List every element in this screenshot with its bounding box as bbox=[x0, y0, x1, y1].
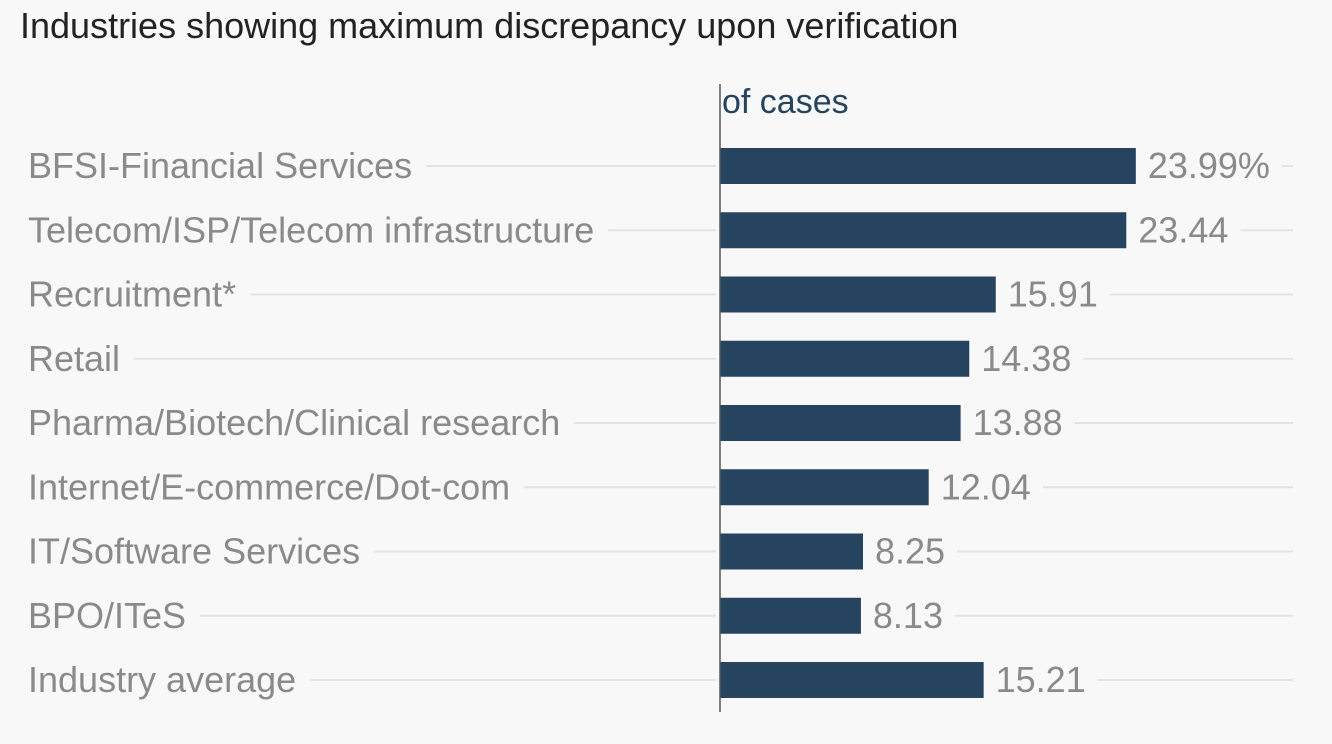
data-label: 15.21 bbox=[996, 659, 1086, 700]
data-label: 23.44 bbox=[1138, 209, 1228, 250]
category-label: Telecom/ISP/Telecom infrastructure bbox=[28, 209, 594, 250]
category-label: BPO/ITeS bbox=[28, 595, 186, 636]
bar-row: Telecom/ISP/Telecom infrastructure 23.44 bbox=[28, 209, 1293, 250]
bar-row: Pharma/Biotech/Clinical research 13.88 bbox=[28, 402, 1293, 443]
bar bbox=[720, 405, 961, 441]
chart-title: Industries showing maximum discrepancy u… bbox=[20, 5, 959, 46]
bar bbox=[720, 469, 929, 506]
bar bbox=[720, 212, 1127, 249]
category-label: Retail bbox=[28, 338, 120, 379]
category-label: Industry average bbox=[28, 659, 296, 700]
bar-row: IT/Software Services 8.25 bbox=[28, 531, 1293, 572]
bar bbox=[720, 597, 861, 634]
series-label: of cases bbox=[722, 83, 849, 121]
category-label: IT/Software Services bbox=[28, 531, 360, 572]
data-label: 8.13 bbox=[873, 595, 943, 636]
data-label: 8.25 bbox=[875, 531, 945, 572]
bar-row: BFSI-Financial Services 23.99% bbox=[28, 145, 1293, 186]
category-label: Internet/E-commerce/Dot-com bbox=[28, 466, 510, 507]
bar-row: BPO/ITeS 8.13 bbox=[28, 595, 1293, 636]
category-label: BFSI-Financial Services bbox=[28, 145, 412, 186]
bar bbox=[720, 662, 984, 698]
data-label: 23.99% bbox=[1148, 145, 1270, 186]
bar-row: Internet/E-commerce/Dot-com 12.04 bbox=[28, 466, 1293, 507]
data-label: 15.91 bbox=[1008, 274, 1098, 315]
data-label: 13.88 bbox=[973, 402, 1063, 443]
data-label: 14.38 bbox=[981, 338, 1071, 379]
category-label: Pharma/Biotech/Clinical research bbox=[28, 402, 560, 443]
bar bbox=[720, 340, 970, 377]
bar bbox=[720, 276, 996, 313]
bar-row: Recruitment* 15.91 bbox=[28, 274, 1293, 315]
category-label: Recruitment* bbox=[28, 274, 236, 315]
bar-row: Industry average 15.21 bbox=[28, 659, 1293, 700]
bar bbox=[720, 533, 863, 570]
data-label: 12.04 bbox=[941, 466, 1031, 507]
bar bbox=[720, 148, 1136, 184]
bar-row: Retail 14.38 bbox=[28, 338, 1293, 379]
